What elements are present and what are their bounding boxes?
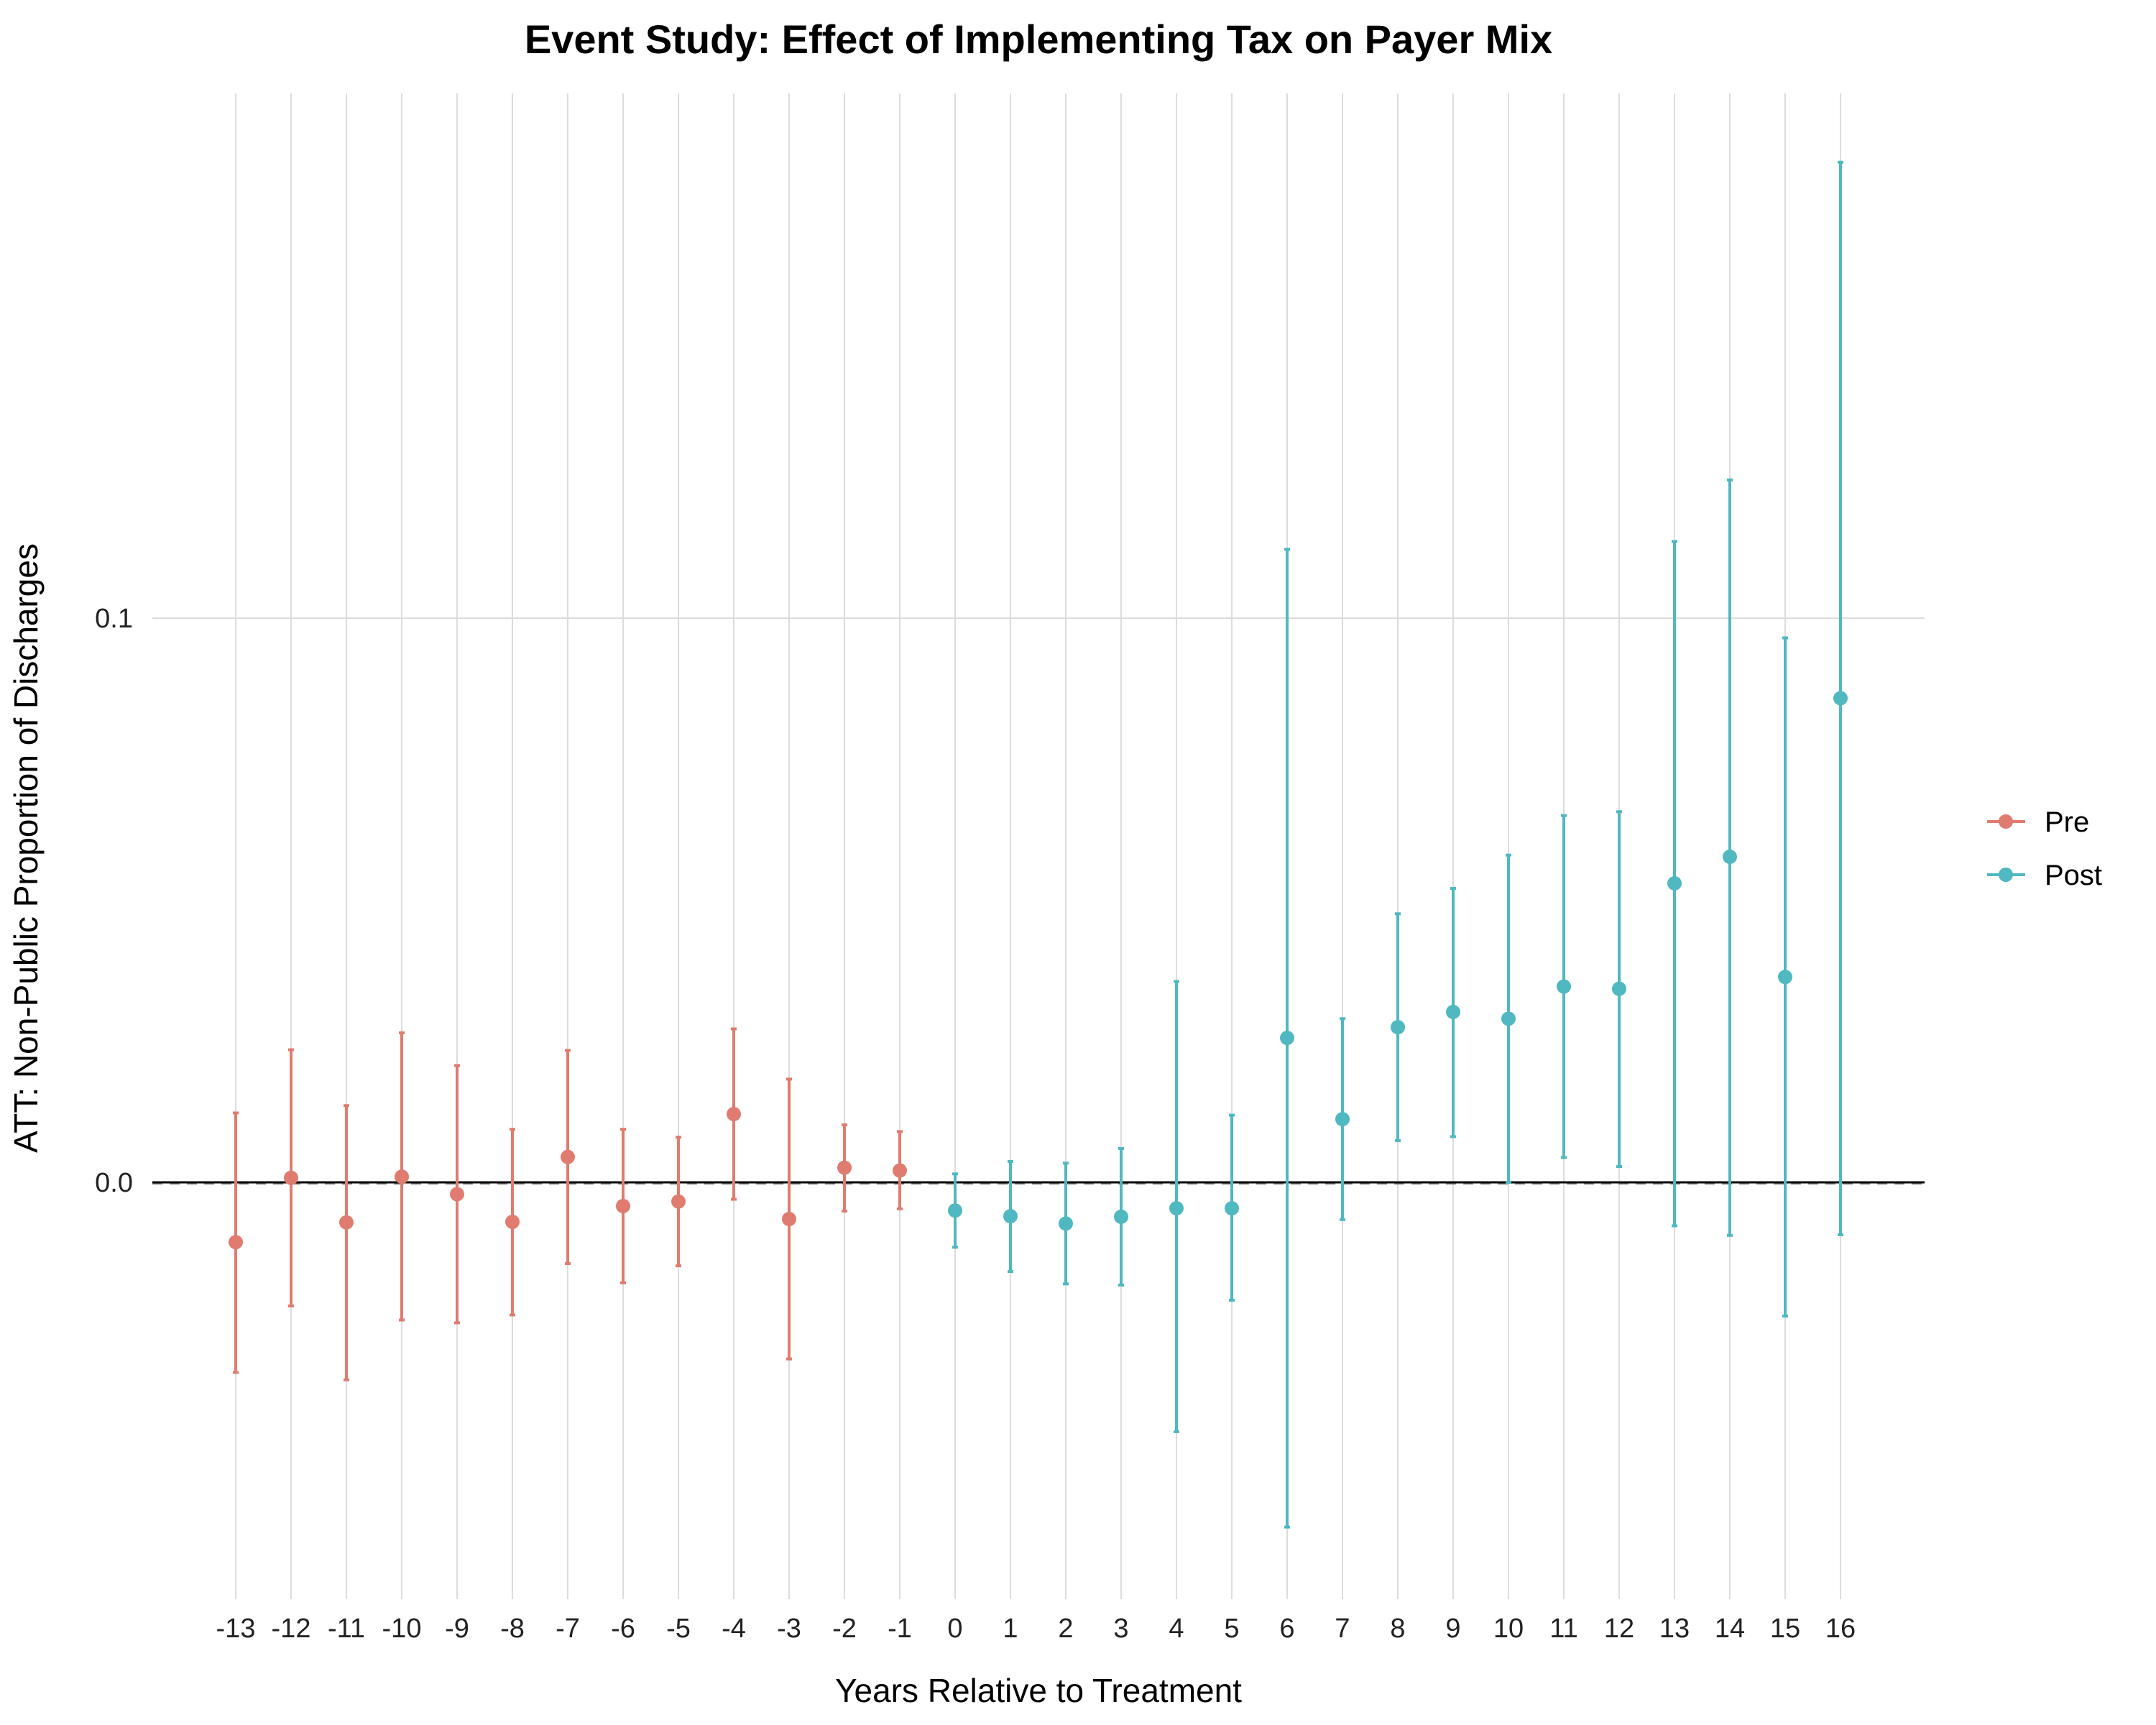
x-tick-label: 11 [1549,1614,1577,1644]
pre-point [893,1163,907,1178]
x-tick-label: -7 [556,1614,580,1644]
pre-point [339,1215,354,1230]
y-tick-label: 0.1 [95,604,133,634]
post-point [1833,691,1848,706]
post-point [1114,1209,1128,1224]
post-point [1335,1112,1350,1127]
pre-point [450,1187,464,1202]
legend-marker-pre [1999,814,2013,829]
x-tick-label: -13 [216,1614,256,1644]
x-tick-label: -10 [382,1614,422,1644]
pre-point [671,1194,686,1209]
x-tick-label: 16 [1825,1614,1856,1644]
x-tick-label: 9 [1445,1614,1460,1644]
x-tick-label: -8 [500,1614,525,1644]
post-point [1169,1201,1184,1216]
post-point [1557,979,1571,994]
x-tick-label: 15 [1770,1614,1800,1644]
x-tick-label: -4 [722,1614,746,1644]
post-point [1501,1011,1516,1026]
post-point [1778,970,1792,985]
x-tick-label: -2 [832,1614,857,1644]
x-tick-label: 13 [1659,1614,1690,1644]
y-tick-label: 0.0 [95,1168,133,1198]
x-tick-label: -1 [888,1614,912,1644]
pre-point [561,1149,575,1164]
x-tick-labels: -13 -12 -11 -10 -9 -8 -7 -6 -5 -4 -3 -2 -1 0 1 2 3 4 5 6 7 8 9… [216,1614,1856,1644]
x-tick-label: 10 [1493,1614,1524,1644]
x-tick-label: 0 [947,1614,962,1644]
post-point [1280,1031,1294,1046]
pre-point [727,1107,741,1122]
x-tick-label: 14 [1715,1614,1745,1644]
x-tick-label: -3 [777,1614,801,1644]
chart-title: Event Study: Effect of Implementing Tax … [525,17,1552,62]
post-point [1612,981,1626,996]
pre-point [395,1169,409,1184]
x-tick-label: 4 [1169,1614,1184,1644]
x-tick-label: 2 [1058,1614,1073,1644]
post-point [1446,1004,1460,1019]
legend-label-pre: Pre [2045,806,2089,838]
post-point [1723,850,1737,865]
post-point [1391,1020,1405,1035]
pre-point [505,1214,520,1229]
x-tick-label: -5 [666,1614,691,1644]
x-tick-label: 8 [1390,1614,1405,1644]
x-tick-label: -9 [445,1614,469,1644]
marks-layer [229,160,1848,1529]
post-point [1003,1209,1018,1224]
x-tick-label: 1 [1003,1614,1018,1644]
x-tick-label: 3 [1113,1614,1128,1644]
x-axis-title: Years Relative to Treatment [835,1672,1242,1709]
x-tick-label: -6 [611,1614,635,1644]
x-tick-label: -12 [272,1614,311,1644]
y-axis-title: ATT: Non-Public Proportion of Discharges [7,543,45,1153]
x-tick-label: 7 [1335,1614,1350,1644]
post-point [948,1203,962,1218]
post-point [1667,875,1682,891]
legend-label-post: Post [2045,860,2102,891]
x-tick-label: -11 [328,1614,365,1644]
x-tick-label: 5 [1224,1614,1239,1644]
legend: Pre Post [1987,806,2102,891]
post-point [1225,1201,1239,1216]
pre-point [837,1160,852,1175]
pre-point [284,1170,298,1185]
pre-point [616,1198,630,1213]
x-tick-label: 6 [1279,1614,1294,1644]
x-tick-label: 12 [1604,1614,1634,1644]
post-point [1059,1216,1073,1231]
legend-marker-post [1999,868,2013,882]
zero-line-layer [152,1181,1925,1184]
pre-point [782,1212,796,1227]
pre-point [229,1235,243,1250]
y-tick-labels: 0.0 0.1 [95,604,133,1198]
